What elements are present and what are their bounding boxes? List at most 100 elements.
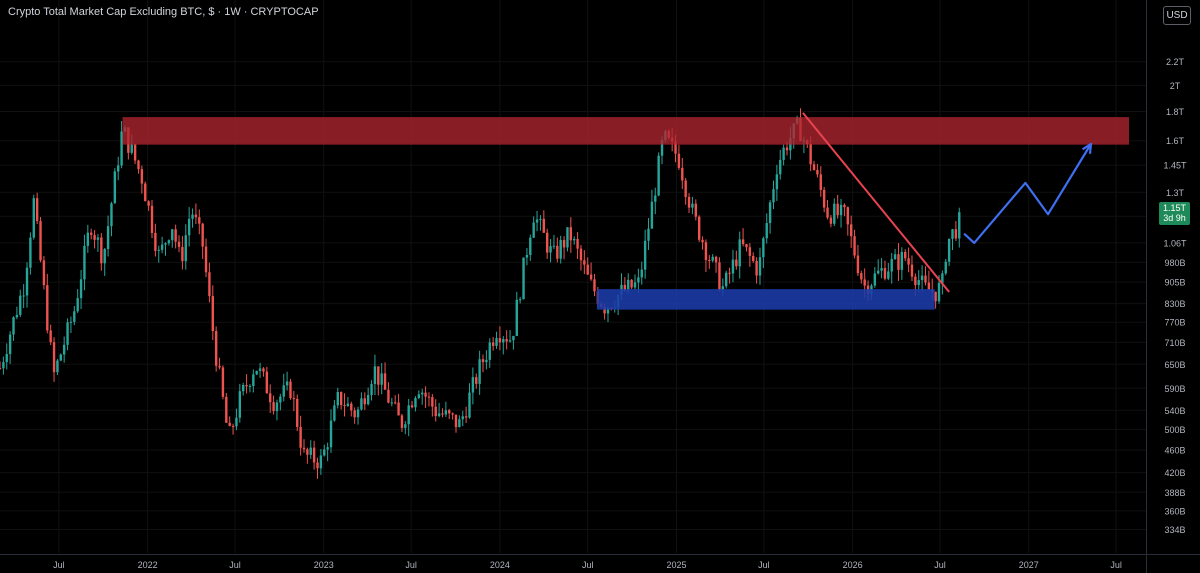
candle-body [508,340,512,342]
time-tick-label: Jul [53,560,65,570]
candle-body [697,216,701,240]
candle-body [731,259,735,274]
price-tick-label: 980B [1164,258,1185,268]
time-tick-label: Jul [229,560,241,570]
candle-body [549,246,552,253]
candle-body [812,164,816,170]
candle-body [687,196,691,208]
candle-body [718,262,721,291]
candle-body [204,246,208,273]
candle-body [387,389,390,403]
candle-body [579,248,583,261]
candle-body [846,207,849,225]
candle-body [350,403,353,411]
candle-body [79,279,83,299]
price-tick-label: 1.3T [1166,188,1185,198]
candle-body [927,282,931,290]
last-price-tag: 1.15T 3d 9h [1159,202,1190,225]
candle-body [495,338,498,346]
candle-body [910,264,914,277]
candle-body [356,409,360,418]
candle-body [363,398,366,405]
grid-lines [0,0,1146,553]
candle-body [860,273,863,280]
candle-body [708,260,711,262]
price-tick-label: 420B [1164,468,1185,478]
candle-body [542,218,546,233]
candle-body [326,447,329,450]
candle-body [863,279,866,286]
candle-body [914,276,917,286]
candle-body [654,195,657,202]
candle-body [822,189,826,208]
candle-body [728,272,731,274]
candle-body [366,395,370,405]
candle-body [100,237,103,264]
price-tick-label: 360B [1164,506,1185,516]
candle-body [758,257,762,276]
candle-body [32,198,35,238]
candle-body [29,237,32,268]
candle-body [701,239,704,243]
candle-body [383,373,387,390]
candle-body [89,232,93,235]
price-tick-label: 650B [1164,360,1185,370]
candle-body [552,245,556,247]
candle-body [83,245,86,280]
candle-body [556,245,559,259]
candle-body [752,255,755,261]
candle-body [681,167,684,181]
candle-body [944,261,947,274]
price-tick-label: 460B [1164,446,1185,456]
candle-body [505,339,508,342]
candle-body [397,402,400,416]
currency-button[interactable]: USD [1163,6,1191,25]
candle-body [576,238,579,249]
candle-body [421,392,424,395]
candle-body [643,240,647,270]
time-tick-label: 2027 [1019,560,1039,570]
candle-body [164,243,167,245]
candle-body [539,218,542,220]
price-axis[interactable]: 2.2T2T1.8T1.6T1.45T1.3T1.18T1.06T980B905… [1146,0,1188,573]
price-tick-label: 334B [1164,525,1185,535]
drawing-overlays [122,112,1129,310]
candle-body [130,144,133,153]
candle-body [5,354,8,363]
time-axis[interactable]: Jul 2022 Jul 2023 Jul 2024 Jul 2025 Jul 2026 Jul 20… [0,554,1200,571]
candle-body [515,299,518,336]
candle-body [235,417,238,427]
candle-body [245,385,248,387]
candle-body [302,447,306,450]
candle-body [2,362,5,369]
candle-body [339,392,343,406]
candle-body [59,354,62,361]
candle-body [481,359,485,363]
candle-body [225,396,228,423]
candle-body [569,227,573,241]
candle-body [393,402,397,404]
candle-body [360,398,363,410]
time-tick-label: 2022 [138,560,158,570]
candle-body [461,416,464,420]
candle-body [174,229,177,242]
candle-body [843,204,846,208]
time-tick-label: 2024 [490,560,510,570]
candle-body [583,260,586,265]
candle-body [849,224,853,237]
price-tick-label: 830B [1164,299,1185,309]
candle-body [725,272,728,287]
candle-body [171,229,174,241]
candle-body [117,165,120,172]
candle-body [633,282,637,288]
candle-body [573,238,576,241]
candle-body [417,394,421,398]
candle-body [427,396,431,398]
candle-body [69,321,73,323]
candle-body [343,405,346,407]
candle-body [312,447,316,463]
candle-body [133,144,137,161]
candle-body [454,414,458,428]
candle-body [407,405,410,425]
